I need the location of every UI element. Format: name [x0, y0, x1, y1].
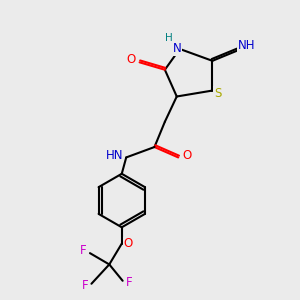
- Text: O: O: [127, 53, 136, 66]
- Text: F: F: [126, 276, 133, 289]
- Text: F: F: [82, 279, 88, 292]
- Text: HN: HN: [106, 148, 123, 162]
- Text: O: O: [182, 149, 191, 162]
- Text: H: H: [165, 33, 173, 43]
- Text: S: S: [214, 87, 221, 100]
- Text: O: O: [124, 237, 133, 250]
- Text: N: N: [173, 42, 182, 56]
- Text: NH: NH: [238, 40, 255, 52]
- Text: F: F: [80, 244, 87, 257]
